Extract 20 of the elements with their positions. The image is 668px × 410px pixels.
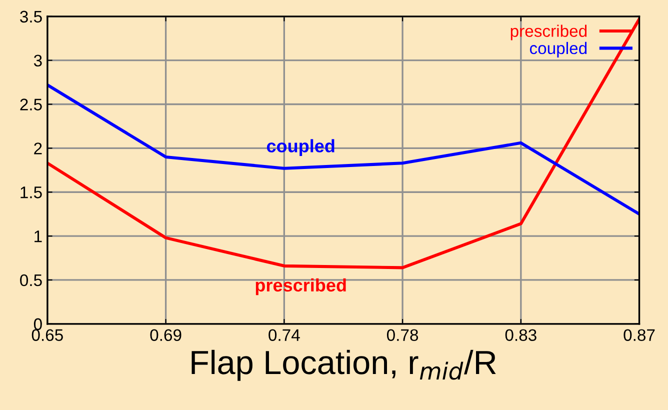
y-tick-label: 0 bbox=[34, 318, 42, 330]
x-tick-label: 0.69 bbox=[150, 329, 182, 342]
annotation: coupled bbox=[266, 139, 334, 156]
line-series bbox=[47, 83, 640, 216]
x-tick-label: 0.65 bbox=[32, 329, 63, 342]
y-tick-label: 3.5 bbox=[20, 10, 42, 23]
x-tick-label: 0.78 bbox=[386, 329, 418, 342]
y-tick-label: 2.5 bbox=[20, 98, 42, 110]
y-tick-label: 0.5 bbox=[20, 274, 42, 286]
y-tick-label: 1.5 bbox=[20, 186, 42, 198]
y-tick-label: 3 bbox=[34, 54, 42, 67]
x-tick-label: 0.74 bbox=[268, 329, 300, 342]
y-tick-label: 2 bbox=[34, 142, 42, 154]
legend-label: coupled bbox=[530, 42, 587, 58]
legend-label: prescribed bbox=[510, 24, 587, 40]
annotation: prescribed bbox=[256, 278, 346, 296]
x-tick-label: 0.83 bbox=[505, 329, 536, 342]
x-axis-title: Flap Location, r$_{mid}$/R bbox=[192, 350, 496, 381]
x-tick-label: 0.87 bbox=[624, 329, 655, 342]
y-tick-label: 1 bbox=[34, 230, 42, 242]
